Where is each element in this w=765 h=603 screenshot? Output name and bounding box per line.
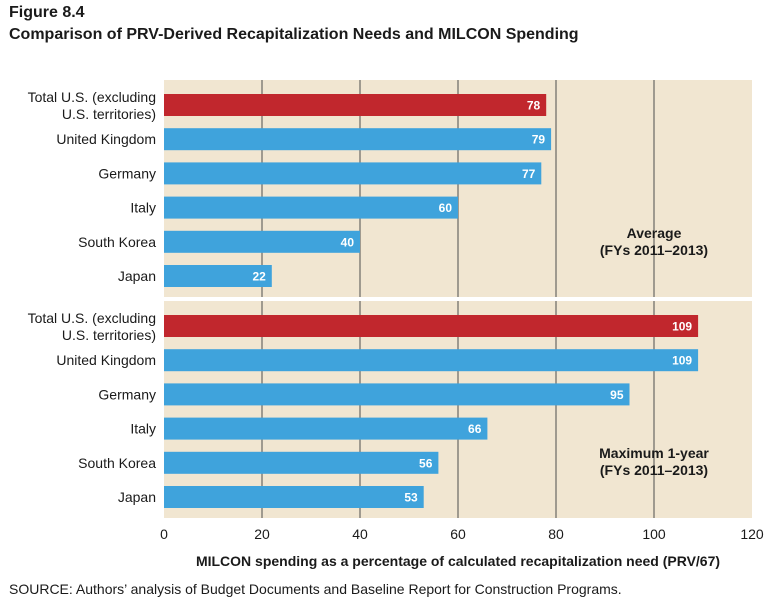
bar-value-label: 109	[672, 354, 692, 368]
bar-value-label: 95	[610, 388, 624, 402]
bar-panel-2-2	[164, 349, 699, 372]
category-label: South Korea	[78, 234, 156, 250]
x-tick-label: 100	[642, 526, 666, 542]
category-label: Italy	[130, 200, 156, 216]
bar-panel-1-6	[164, 265, 272, 287]
figure-label: Figure 8.4	[9, 4, 85, 21]
x-tick-label: 40	[352, 526, 368, 542]
category-label: Italy	[130, 421, 156, 437]
category-label: United Kingdom	[56, 131, 156, 147]
source-note: SOURCE: Authors’ analysis of Budget Docu…	[9, 581, 622, 597]
bar-panel-2-5	[164, 451, 439, 474]
bar-value-label: 79	[532, 133, 546, 147]
x-axis-title: MILCON spending as a percentage of calcu…	[196, 553, 720, 569]
bar-panel-2-1	[164, 315, 699, 337]
x-tick-label: 120	[740, 526, 764, 542]
category-label: Japan	[118, 268, 156, 284]
bar-panel-1-1	[164, 94, 547, 116]
category-label: Total U.S. (excluding	[28, 310, 156, 326]
chart-title: Comparison of PRV-Derived Recapitalizati…	[9, 26, 579, 43]
panel-annotation-2: (FYs 2011–2013)	[600, 462, 708, 478]
bar-panel-1-2	[164, 128, 552, 151]
bar-value-label: 78	[527, 99, 541, 113]
bar-panel-2-6	[164, 486, 424, 508]
category-label: Total U.S. (excluding	[28, 89, 156, 105]
x-tick-label: 80	[548, 526, 564, 542]
bar-value-label: 66	[468, 422, 482, 436]
bar-panel-1-4	[164, 196, 458, 219]
bar-panel-1-3	[164, 162, 542, 185]
category-label: U.S. territories)	[62, 327, 156, 343]
category-label: Germany	[98, 165, 156, 181]
x-tick-label: 60	[450, 526, 466, 542]
category-label: South Korea	[78, 455, 156, 471]
category-label: U.S. territories)	[62, 106, 156, 122]
x-tick-label: 20	[254, 526, 270, 542]
panel-annotation-1: Average	[627, 225, 682, 241]
bar-value-label: 109	[672, 320, 692, 334]
bar-value-label: 22	[252, 270, 266, 284]
bar-value-label: 40	[341, 235, 355, 249]
category-label: Germany	[98, 386, 156, 402]
bar-value-label: 56	[419, 456, 433, 470]
bar-value-label: 77	[522, 167, 536, 181]
bar-panel-2-3	[164, 383, 630, 406]
bar-panel-2-4	[164, 417, 488, 440]
bar-panel-1-5	[164, 230, 360, 253]
panel-annotation-2: Maximum 1-year	[599, 445, 709, 461]
panel-annotation-1: (FYs 2011–2013)	[600, 242, 708, 258]
bar-value-label: 53	[404, 491, 418, 505]
category-label: Japan	[118, 489, 156, 505]
category-label: United Kingdom	[56, 352, 156, 368]
bar-value-label: 60	[439, 201, 453, 215]
x-tick-label: 0	[160, 526, 168, 542]
